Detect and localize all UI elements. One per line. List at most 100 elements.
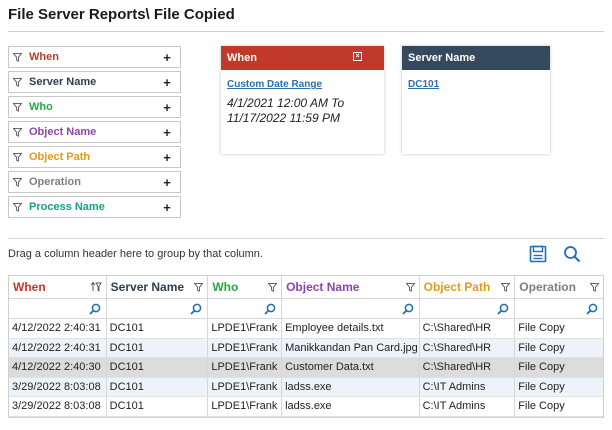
cell-object-path: C:\IT Admins (420, 377, 516, 397)
table-row[interactable]: 3/29/2022 8:03:08 DC101 LPDE1\Frank lads… (9, 377, 603, 398)
add-icon[interactable]: + (163, 174, 171, 190)
column-search-when[interactable] (9, 299, 107, 318)
column-header-when[interactable]: When (9, 276, 107, 298)
grid-header-row: When Server Name Who Object Name Object … (9, 276, 603, 299)
add-icon[interactable]: + (163, 99, 171, 115)
filter-icon (13, 127, 29, 137)
search-icon[interactable] (401, 302, 414, 318)
server-dc101-link[interactable]: DC101 (408, 79, 440, 90)
section-divider (8, 238, 604, 239)
table-row[interactable]: 4/12/2022 2:40:31 DC101 LPDE1\Frank Mani… (9, 338, 603, 359)
column-header-object-path[interactable]: Object Path (420, 276, 516, 298)
filter-operation[interactable]: Operation + (8, 171, 181, 193)
column-label: Object Path (423, 280, 491, 294)
date-range-value: 4/1/2021 12:00 AM To 11/17/2022 11:59 PM (227, 96, 345, 125)
filter-icon (13, 177, 29, 187)
filter-icon (13, 202, 29, 212)
table-row[interactable]: 3/29/2022 8:03:08 DC101 LPDE1\Frank lads… (9, 397, 603, 417)
cell-object-name: ladss.exe (282, 397, 420, 416)
filter-label: Who (29, 101, 53, 113)
column-header-who[interactable]: Who (208, 276, 283, 298)
filter-icon[interactable] (589, 281, 600, 295)
filter-process-name[interactable]: Process Name + (8, 196, 181, 218)
column-header-server-name[interactable]: Server Name (107, 276, 209, 298)
add-icon[interactable]: + (163, 124, 171, 140)
filter-icon[interactable] (500, 281, 511, 295)
add-icon[interactable]: + (163, 74, 171, 90)
card-title: Server Name (408, 52, 476, 64)
filter-label: Process Name (29, 201, 105, 213)
filter-label: When (29, 51, 59, 63)
add-icon[interactable]: + (163, 149, 171, 165)
cell-who: LPDE1\Frank (208, 358, 283, 377)
cell-server-name: DC101 (107, 377, 209, 397)
table-row[interactable]: 4/12/2022 2:40:31 DC101 LPDE1\Frank Empl… (9, 319, 603, 339)
column-search-who[interactable] (208, 299, 283, 318)
filter-label: Object Path (29, 151, 91, 163)
add-icon[interactable]: + (163, 49, 171, 65)
filter-icon[interactable] (193, 281, 204, 295)
title-divider (8, 31, 604, 32)
table-row[interactable]: 4/12/2022 2:40:30 DC101 LPDE1\Frank Cust… (9, 358, 603, 378)
cell-object-name: Employee details.txt (282, 319, 420, 338)
filter-server-name[interactable]: Server Name + (8, 71, 181, 93)
filter-label: Object Name (29, 126, 97, 138)
column-label: Server Name (110, 280, 185, 294)
column-header-object-name[interactable]: Object Name (282, 276, 420, 298)
cell-operation: File Copy (518, 380, 565, 393)
search-icon[interactable] (190, 302, 202, 318)
cell-object-name: Manikkandan Pan Card.jpg (282, 338, 420, 358)
cell-when: 3/29/2022 8:03:08 (9, 377, 107, 397)
column-header-operation[interactable]: Operation (515, 276, 603, 298)
server-name-filter-card: Server Name DC101 (402, 46, 550, 154)
when-filter-card: When × Custom Date Range 4/1/2021 12:00 … (221, 46, 384, 154)
search-icon[interactable] (586, 302, 598, 318)
cell-server-name: DC101 (107, 358, 209, 377)
filter-icon[interactable] (267, 281, 278, 295)
column-search-object-name[interactable] (282, 299, 420, 318)
column-search-object-path[interactable] (420, 299, 516, 318)
cell-when: 3/29/2022 8:03:08 (9, 397, 107, 416)
card-header: When × (221, 46, 384, 70)
filter-label: Server Name (29, 76, 97, 88)
cell-who: LPDE1\Frank (208, 319, 283, 338)
cell-object-path: C:\Shared\HR (420, 358, 516, 377)
card-title: When (227, 52, 257, 64)
filter-icon (13, 152, 29, 162)
column-search-server-name[interactable] (107, 299, 209, 318)
column-search-operation[interactable] (515, 299, 603, 318)
column-label: Who (212, 280, 239, 294)
filter-when[interactable]: When + (8, 46, 181, 68)
grid-search-row (9, 299, 603, 319)
sort-filter-icon[interactable] (90, 281, 102, 295)
column-label: Operation (519, 280, 576, 294)
cell-operation: File Copy (518, 341, 565, 354)
cell-who: LPDE1\Frank (208, 338, 283, 358)
filter-icon (13, 77, 29, 87)
cell-who: LPDE1\Frank (208, 377, 283, 397)
cell-operation: File Copy (518, 361, 565, 374)
page-title: File Server Reports\ File Copied (8, 6, 235, 23)
cell-who: LPDE1\Frank (208, 397, 283, 416)
filter-object-name[interactable]: Object Name + (8, 121, 181, 143)
cell-object-name: ladss.exe (282, 377, 420, 397)
filter-who[interactable]: Who + (8, 96, 181, 118)
column-label: Object Name (286, 280, 360, 294)
filter-panel: When + Server Name + Who + Object Name +… (8, 46, 181, 221)
cell-when: 4/12/2022 2:40:31 (9, 319, 107, 338)
filter-icon[interactable] (405, 281, 416, 295)
column-label: When (13, 280, 46, 294)
cell-operation: File Copy (518, 322, 565, 334)
close-icon[interactable]: × (353, 52, 362, 61)
search-icon[interactable] (264, 302, 276, 318)
cell-object-path: C:\Shared\HR (420, 319, 516, 338)
search-icon[interactable] (497, 302, 509, 318)
search-icon[interactable] (89, 302, 101, 318)
search-icon[interactable] (563, 245, 581, 263)
cell-server-name: DC101 (107, 338, 209, 358)
save-icon[interactable] (529, 245, 547, 263)
add-icon[interactable]: + (163, 199, 171, 215)
filter-icon (13, 102, 29, 112)
custom-date-range-link[interactable]: Custom Date Range (227, 79, 323, 90)
filter-object-path[interactable]: Object Path + (8, 146, 181, 168)
